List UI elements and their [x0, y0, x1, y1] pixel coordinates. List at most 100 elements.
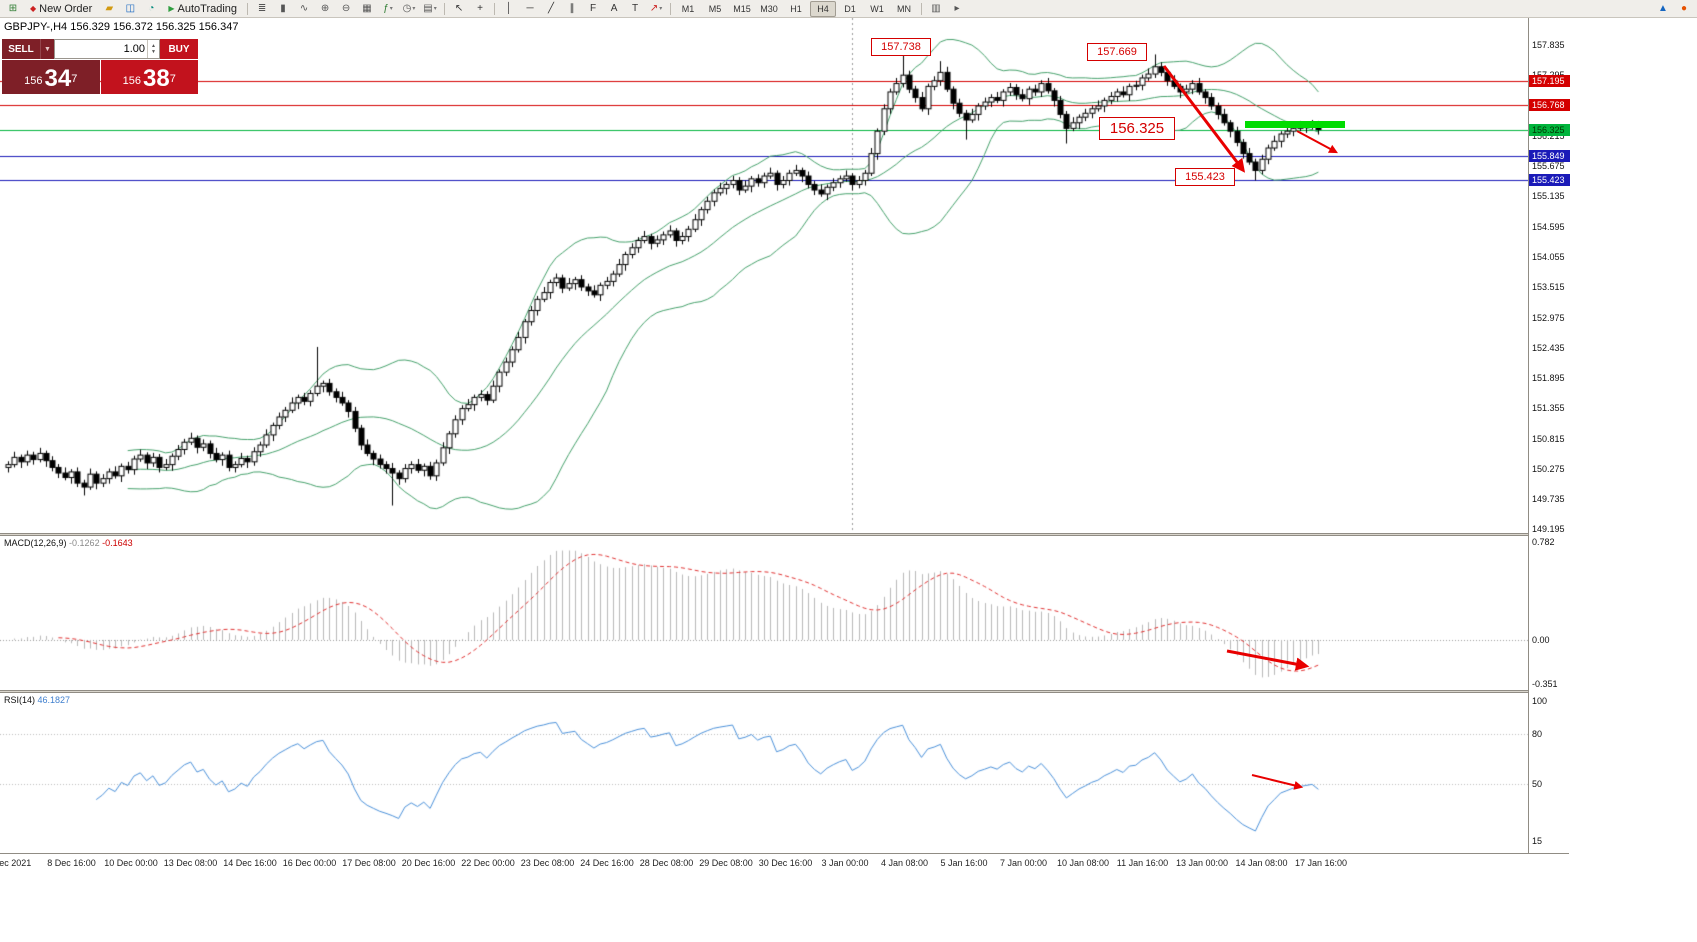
macd-axis-label: -0.351 [1532, 678, 1558, 689]
deposit-icon[interactable]: ▰ [105, 2, 114, 14]
time-axis-label: 29 Dec 08:00 [699, 858, 753, 868]
autotrading-button[interactable]: ▶ AutoTrading [162, 0, 243, 17]
price-axis-label: 149.195 [1532, 524, 1565, 535]
timeframe-button-m1[interactable]: M1 [681, 3, 695, 14]
time-axis-label: 7 Jan 00:00 [999, 858, 1048, 868]
time-axis-label: 4 Jan 08:00 [880, 858, 929, 868]
buy-price-prefix: 156 [122, 75, 142, 88]
buy-price-pipette: 7 [169, 72, 176, 85]
new-order-button[interactable]: ◆ New Order [24, 0, 98, 17]
trendline-icon[interactable]: ╱ [548, 2, 555, 14]
timeframe-button-m30[interactable]: M30 [760, 3, 778, 14]
cursor-icon[interactable]: ↖ [454, 2, 464, 14]
zoom-out-icon[interactable]: ⊖ [341, 2, 351, 14]
price-axis-label: 152.435 [1532, 342, 1565, 353]
macd-indicator-canvas[interactable] [0, 536, 1528, 690]
crosshair-icon[interactable]: + [477, 2, 483, 14]
line-chart-icon[interactable]: ∿ [299, 2, 309, 14]
time-axis-label: 28 Dec 08:00 [639, 858, 694, 868]
fibonacci-icon[interactable]: F [589, 2, 597, 14]
timeframe-button-d1[interactable]: D1 [844, 3, 856, 14]
sell-price-button[interactable]: 156 34 7 [2, 60, 100, 94]
new-chart-icon[interactable]: ⊞ [8, 2, 18, 14]
time-axis-label: 17 Jan 16:00 [1294, 858, 1348, 868]
time-axis-label: 13 Dec 08:00 [163, 858, 218, 868]
panel-divider[interactable] [0, 690, 1569, 693]
equidistant-channel-icon[interactable]: ∥ [569, 2, 575, 14]
metaquotes-icon[interactable]: ▲ [1658, 2, 1668, 14]
time-axis-label: 24 Dec 16:00 [580, 858, 634, 868]
rsi-axis-label: 100 [1532, 696, 1548, 707]
rsi-indicator-canvas[interactable] [0, 693, 1528, 853]
zoom-in-icon[interactable]: ⊕ [320, 2, 330, 14]
price-axis-label: 155.135 [1532, 191, 1565, 202]
auto-scroll-icon[interactable]: ▸ [954, 2, 960, 14]
data-window-icon[interactable]: ◔ [148, 2, 155, 14]
new-order-button-label: New Order [39, 2, 93, 15]
time-axis-label: 22 Dec 00:00 [461, 858, 515, 868]
toolbar: ⊞ ◆ New Order ▰ ◫ ◔ ▶ AutoTrading ≣ ▮ ∿ ⊕ ⊖ ▦ ƒ ▾ ◷ ▾ ▤ ▾ ↖ +… [0, 0, 1697, 18]
indicators-icon[interactable]: ƒ ▾ [383, 2, 393, 14]
timeframe-button-m15[interactable]: M15 [733, 3, 751, 14]
price-axis-label: 156.215 [1532, 130, 1565, 141]
toolbar-separator [247, 2, 249, 15]
price-axis[interactable]: 157.835157.295156.755156.215155.675155.1… [1528, 18, 1570, 853]
price-level-badge: 157.195 [1529, 75, 1570, 88]
community-icon[interactable]: ● [1680, 2, 1688, 14]
chart-shift-icon[interactable]: ▥ [931, 2, 941, 14]
toolbar-separator [921, 2, 923, 15]
buy-label-button[interactable]: BUY [160, 39, 198, 59]
candlestick-chart-icon[interactable]: ▮ [280, 2, 286, 14]
price-axis-label: 151.355 [1532, 403, 1565, 414]
arrows-tool-icon[interactable]: ↗ ▾ [649, 2, 663, 14]
time-axis-label: 17 Dec 08:00 [342, 858, 396, 868]
rsi-value: 46.1827 [37, 695, 71, 705]
time-axis-label: 5 Jan 16:00 [940, 858, 988, 868]
drawn-price-label[interactable]: 157.669 [1087, 43, 1147, 61]
new-order-button-icon: ◆ [30, 4, 37, 13]
market-watch-icon[interactable]: ◫ [125, 2, 136, 14]
horizontal-line-icon[interactable]: ─ [526, 2, 534, 14]
one-click-trading-panel: SELL ▼ ▲▼ BUY 156 34 7 156 38 7 [2, 39, 198, 94]
sell-price-pipette: 7 [71, 72, 78, 85]
volume-stepper[interactable]: ▲ ▼ [147, 40, 159, 58]
timeframe-button-w1[interactable]: W1 [870, 3, 884, 14]
periods-icon[interactable]: ◷ ▾ [402, 2, 416, 14]
sell-label-button[interactable]: SELL [2, 39, 40, 59]
drawn-resistance-bar[interactable] [1245, 121, 1345, 128]
chevron-down-icon[interactable]: ▼ [40, 39, 54, 59]
tile-windows-icon[interactable]: ▦ [362, 2, 372, 14]
rsi-axis-label: 15 [1532, 836, 1543, 847]
time-axis[interactable]: Dec 2021 8 Dec 16:00 10 Dec 00:00 13 Dec 08… [0, 853, 1569, 871]
rsi-axis-label: 80 [1532, 729, 1543, 740]
timeframe-button-h1[interactable]: H1 [790, 3, 802, 14]
price-chart-canvas[interactable] [0, 18, 1528, 533]
price-axis-label: 152.975 [1532, 312, 1565, 323]
timeframe-button-m5[interactable]: M5 [708, 3, 722, 14]
bar-chart-icon[interactable]: ≣ [257, 2, 267, 14]
macd-axis-label: 0.782 [1532, 537, 1555, 547]
price-axis-label: 150.275 [1532, 463, 1565, 474]
price-level-badge: 155.849 [1529, 150, 1570, 163]
price-axis-label: 153.515 [1532, 282, 1565, 293]
drawn-price-label[interactable]: 155.423 [1175, 168, 1235, 186]
price-level-badge: 156.768 [1529, 98, 1570, 111]
buy-price-button[interactable]: 156 38 7 [100, 60, 198, 94]
rsi-label: RSI(14) 46.1827 [4, 695, 71, 705]
price-axis-label: 154.055 [1532, 252, 1565, 262]
timeframe-button-mn[interactable]: MN [897, 3, 912, 14]
price-axis-label: 155.675 [1532, 161, 1565, 172]
price-level-badge: 155.423 [1529, 174, 1570, 187]
volume-input[interactable] [55, 42, 147, 56]
timeframe-button-h4[interactable]: H4 [810, 0, 837, 17]
templates-icon[interactable]: ▤ ▾ [423, 2, 437, 14]
sell-price-big: 34 [44, 65, 72, 92]
panel-divider[interactable] [0, 533, 1569, 536]
drawn-price-label[interactable]: 157.738 [871, 38, 931, 56]
text-label-icon[interactable]: T [631, 2, 639, 14]
drawn-price-label[interactable]: 156.325 [1099, 117, 1175, 140]
text-icon[interactable]: A [610, 2, 618, 14]
vertical-line-icon[interactable]: │ [505, 2, 513, 14]
price-axis-label: 150.815 [1532, 433, 1565, 444]
macd-axis-label: 0.00 [1532, 634, 1550, 645]
